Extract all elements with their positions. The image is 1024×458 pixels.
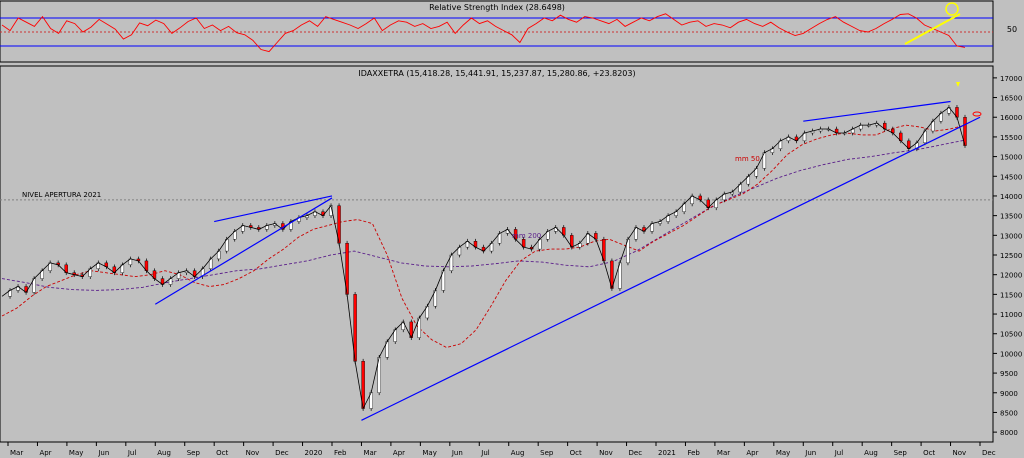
yellow-arrow-marker [956,82,960,87]
x-tick-label: May [776,449,790,457]
y-tick-label-14000: 14000 [1000,193,1022,201]
x-tick-label: Dec [629,449,643,457]
y-tick-label-17000: 17000 [1000,75,1022,83]
x-tick-label: Oct [216,449,228,457]
x-tick-label: Nov [599,449,613,457]
y-tick-label-15500: 15500 [1000,134,1022,142]
x-tick-label: Aug [864,449,878,457]
mm-50-line [1,124,966,348]
y-tick-label-9500: 9500 [1000,370,1018,378]
y-tick-label-9000: 9000 [1000,390,1018,398]
trendlines [154,100,981,421]
x-axis: Mar Apr May Jun Jul Aug Sep Oct Nov Dec 2020 Feb Mar… [0,441,996,457]
trendline-3 [803,100,951,122]
price-line [1,106,966,410]
x-tick-label: Apr [393,449,405,457]
x-tick-label: 2020 [305,449,323,457]
y-tick-label-13500: 13500 [1000,213,1022,221]
rsi-tick-label: 50 [1007,25,1017,34]
x-tick-label: Nov [953,449,967,457]
x-tick-label: Sep [187,449,201,457]
y-tick-label-11500: 11500 [1000,291,1022,299]
x-tick-label: Apr [746,449,758,457]
y-tick-label-12000: 12000 [1000,272,1022,280]
x-tick-label: Apr [39,449,51,457]
rsi-panel: Relative Strength Index (28.6498) 50 [0,0,1017,63]
mm-200-label: mm 200 [512,232,541,240]
x-tick-label: Aug [157,449,171,457]
x-tick-label: Feb [687,449,700,457]
x-tick-label: Dec [275,449,289,457]
y-tick-label-16500: 16500 [1000,95,1022,103]
x-tick-label: Dec [982,449,996,457]
rsi-yellow-trendline [904,13,961,45]
y-tick-label-8500: 8500 [1000,409,1018,417]
mm-50-label: mm 50 [735,155,760,163]
rsi-levels [0,17,993,47]
x-tick-label: May [422,449,436,457]
y-tick-label-12500: 12500 [1000,252,1022,260]
y-tick-label-10500: 10500 [1000,331,1022,339]
x-tick-label: Nov [246,449,260,457]
x-tick-label: Mar [717,449,730,457]
x-tick-label: 2021 [658,449,676,457]
x-tick-label: Sep [540,449,554,457]
x-tick-label: May [69,449,83,457]
x-tick-label: Jun [97,449,109,457]
y-tick-label-13000: 13000 [1000,232,1022,240]
x-tick-label: Oct [570,449,582,457]
x-tick-label: Aug [511,449,525,457]
y-tick-label-15000: 15000 [1000,154,1022,162]
x-tick-label: Jul [834,449,844,457]
x-tick-label: Jul [480,449,490,457]
y-tick-label-8000: 8000 [1000,429,1018,437]
x-tick-label: Oct [923,449,935,457]
y-tick-label-11000: 11000 [1000,311,1022,319]
y-tick-label-14500: 14500 [1000,173,1022,181]
trendline-2 [361,116,981,421]
x-tick-label: Mar [363,449,376,457]
x-tick-label: Jul [127,449,137,457]
x-tick-label: Jun [804,449,816,457]
rsi-line [1,13,966,53]
rsi-highlight-circle [945,2,959,16]
trendline-0 [154,197,333,305]
price-y-axis: 8000 8500 9000 9500 10000 10500 11000 11500 1200… [993,75,1022,437]
reference-line-label: NIVEL APERTURA 2021 [22,191,101,199]
price-frame [0,65,994,443]
y-tick-label-16000: 16000 [1000,114,1022,122]
price-panel: IDAXXETRA (15,418.28, 15,441.91, 15,237.… [0,65,1022,443]
price-title: IDAXXETRA (15,418.28, 15,441.91, 15,237.… [358,69,635,78]
x-tick-label: Jun [451,449,463,457]
y-tick-label-10000: 10000 [1000,350,1022,358]
x-tick-label: Feb [334,449,347,457]
x-tick-label: Mar [10,449,23,457]
x-tick-label: Sep [894,449,908,457]
trendline-1 [214,195,333,223]
rsi-title: Relative Strength Index (28.6498) [429,3,565,12]
red-marker [972,111,982,117]
